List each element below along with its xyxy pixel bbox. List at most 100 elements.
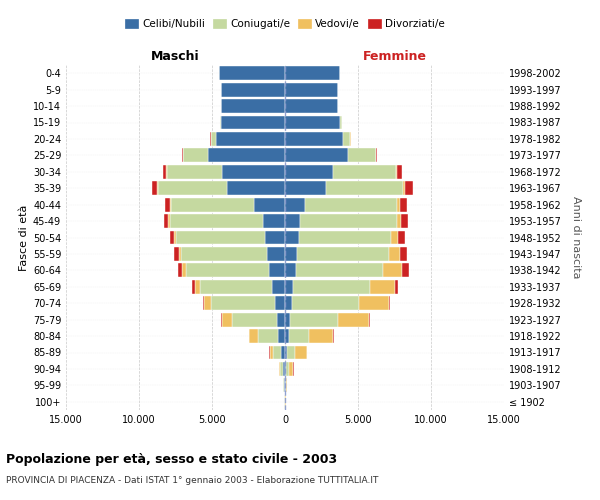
Bar [274,346,281,360]
Bar [286,362,289,376]
Bar [285,264,296,278]
Bar [287,346,295,360]
Bar [275,296,285,310]
Bar [338,312,369,326]
Bar [285,296,292,310]
Bar [195,280,200,294]
Bar [395,280,398,294]
Bar [227,181,285,195]
Text: Maschi: Maschi [151,50,200,62]
Bar [389,247,400,261]
Bar [389,296,391,310]
Bar [296,264,383,278]
Bar [221,99,285,113]
Bar [170,230,175,244]
Bar [285,378,286,392]
Bar [278,329,285,343]
Bar [163,165,166,179]
Bar [204,296,211,310]
Bar [217,132,285,146]
Bar [285,181,326,195]
Bar [281,346,285,360]
Text: PROVINCIA DI PIACENZA - Dati ISTAT 1° gennaio 2003 - Elaborazione TUTTITALIA.IT: PROVINCIA DI PIACENZA - Dati ISTAT 1° ge… [6,476,379,485]
Bar [176,230,265,244]
Bar [272,280,285,294]
Bar [221,312,222,326]
Legend: Celibi/Nubili, Coniugati/e, Vedovi/e, Divorziati/e: Celibi/Nubili, Coniugati/e, Vedovi/e, Di… [124,16,446,31]
Bar [182,264,186,278]
Bar [170,198,171,211]
Bar [285,346,287,360]
Bar [285,132,343,146]
Bar [221,116,285,130]
Bar [289,362,293,376]
Bar [186,264,269,278]
Bar [305,198,397,211]
Bar [397,214,401,228]
Bar [400,198,407,211]
Bar [398,230,404,244]
Bar [169,214,170,228]
Bar [285,99,338,113]
Bar [179,247,181,261]
Bar [285,148,348,162]
Bar [286,378,287,392]
Bar [158,181,227,195]
Bar [183,148,208,162]
Bar [292,296,359,310]
Bar [370,280,395,294]
Bar [232,312,277,326]
Bar [285,198,305,211]
Bar [285,247,298,261]
Bar [285,329,289,343]
Bar [289,329,308,343]
Bar [348,148,376,162]
Bar [396,165,397,179]
Bar [269,346,274,360]
Bar [200,280,272,294]
Bar [308,329,334,343]
Bar [221,82,285,96]
Y-axis label: Fasce di età: Fasce di età [19,204,29,270]
Bar [285,312,290,326]
Bar [301,214,397,228]
Bar [178,264,182,278]
Bar [376,148,377,162]
Bar [167,165,222,179]
Bar [265,230,285,244]
Bar [208,148,285,162]
Bar [268,247,285,261]
Bar [284,378,285,392]
Bar [298,247,389,261]
Bar [397,198,400,211]
Bar [295,346,307,360]
Bar [285,230,299,244]
Bar [222,312,232,326]
Bar [277,312,285,326]
Text: Popolazione per età, sesso e stato civile - 2003: Popolazione per età, sesso e stato civil… [6,452,337,466]
Bar [220,66,285,80]
Bar [170,214,263,228]
Bar [174,247,179,261]
Bar [391,230,398,244]
Bar [280,362,283,376]
Bar [181,247,268,261]
Bar [269,264,285,278]
Text: Femmine: Femmine [362,50,427,62]
Bar [165,198,170,211]
Bar [258,329,278,343]
Bar [401,214,407,228]
Bar [285,82,338,96]
Bar [254,198,285,211]
Bar [175,230,176,244]
Bar [285,116,340,130]
Bar [283,378,284,392]
Bar [343,132,350,146]
Bar [340,116,341,130]
Bar [203,296,204,310]
Bar [383,264,402,278]
Bar [220,116,221,130]
Bar [211,296,275,310]
Bar [222,165,285,179]
Bar [326,181,403,195]
